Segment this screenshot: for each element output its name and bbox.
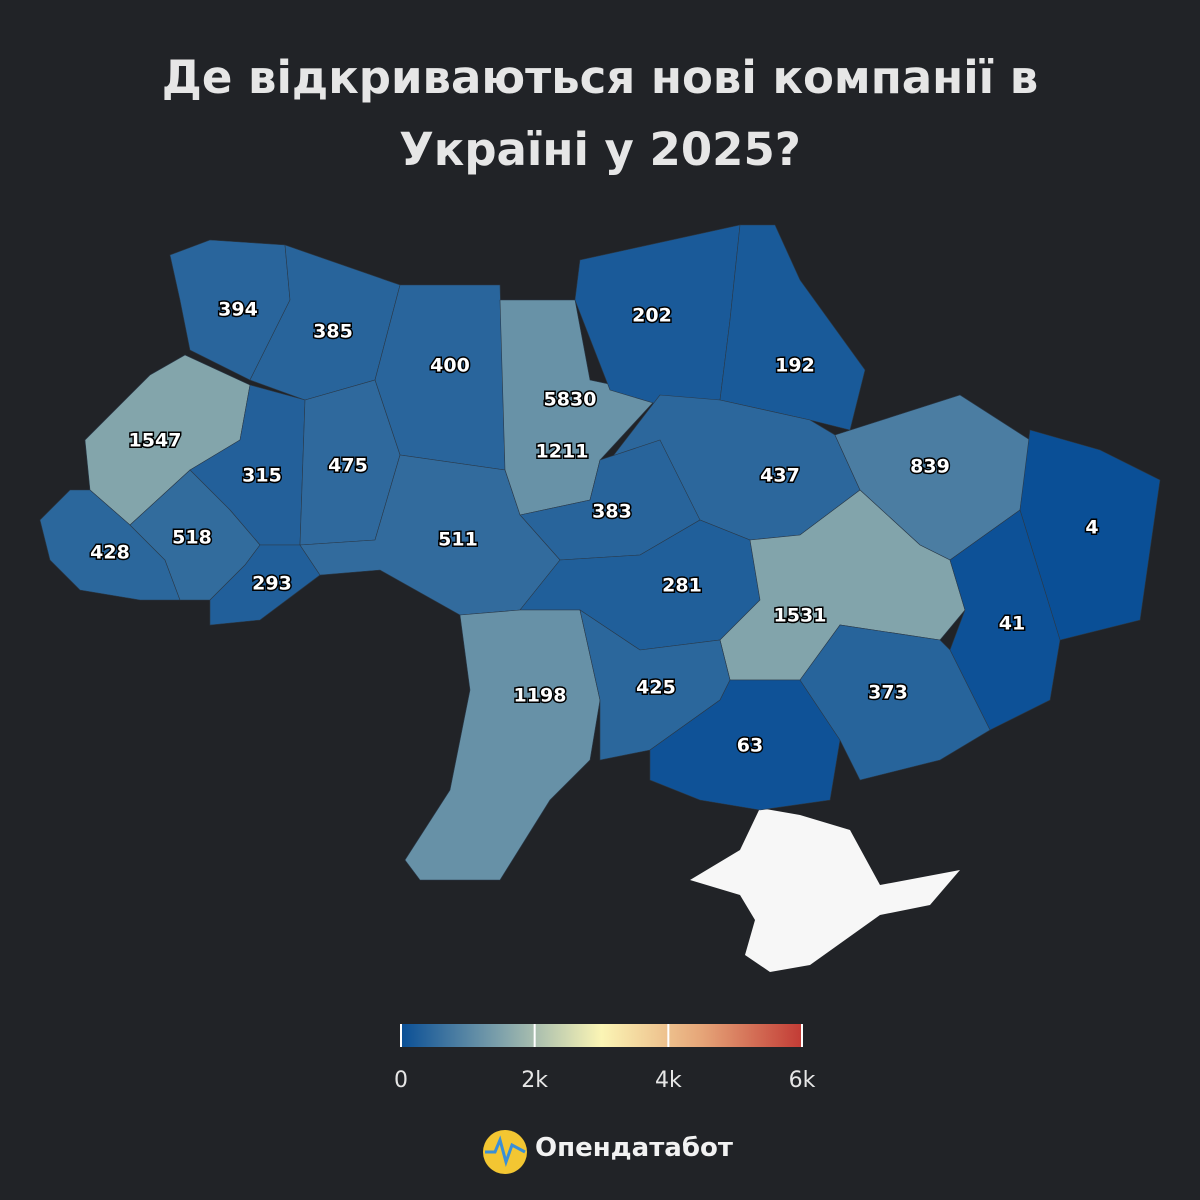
data-label: 373 [868,682,908,704]
data-label: 4 [1085,517,1098,539]
data-label: 475 [328,455,368,477]
data-label: 1198 [514,685,567,707]
data-label: 1531 [774,605,827,627]
data-label: 400 [430,355,470,377]
colorbar-tick-label: 2k [521,1068,548,1093]
data-label: 511 [438,529,478,551]
labels: 394 385 400 5830 1211 202 192 1547 315 475 437 839 4… [89,297,1100,758]
data-label: 281 [662,575,702,597]
data-label: 385 [313,321,353,343]
data-label: 428 [90,542,130,564]
crimea [690,808,960,972]
data-label: 63 [737,735,763,757]
title: Де відкриваються нові компанії в Україні… [161,51,1039,176]
data-label: 518 [172,527,212,549]
data-label: 839 [910,456,950,478]
data-label: 41 [999,613,1025,635]
brand-logo [483,1130,527,1174]
data-label: 5830 [544,389,597,411]
data-label: 293 [252,573,292,595]
data-label: 437 [760,465,800,487]
region [799,624,991,781]
colorbar-tick-label: 6k [789,1068,816,1093]
colorbar [401,1024,802,1047]
region [719,224,866,431]
colorbar-tick-label: 4k [655,1068,682,1093]
data-label: 1547 [129,430,182,452]
brand-logo-line [485,1135,526,1168]
region [649,679,841,811]
data-label: 202 [632,305,672,327]
brand: Опендатабот [535,1133,733,1163]
region [949,509,1061,731]
region [404,609,601,881]
data-label: 192 [775,355,815,377]
colorbar-tick-label: 0 [394,1068,408,1093]
data-label: 383 [592,501,632,523]
data-label: 425 [636,677,676,699]
regions [39,224,1161,881]
data-label: 394 [218,299,258,321]
data-label: 315 [242,465,282,487]
data-label: 1211 [536,441,589,463]
